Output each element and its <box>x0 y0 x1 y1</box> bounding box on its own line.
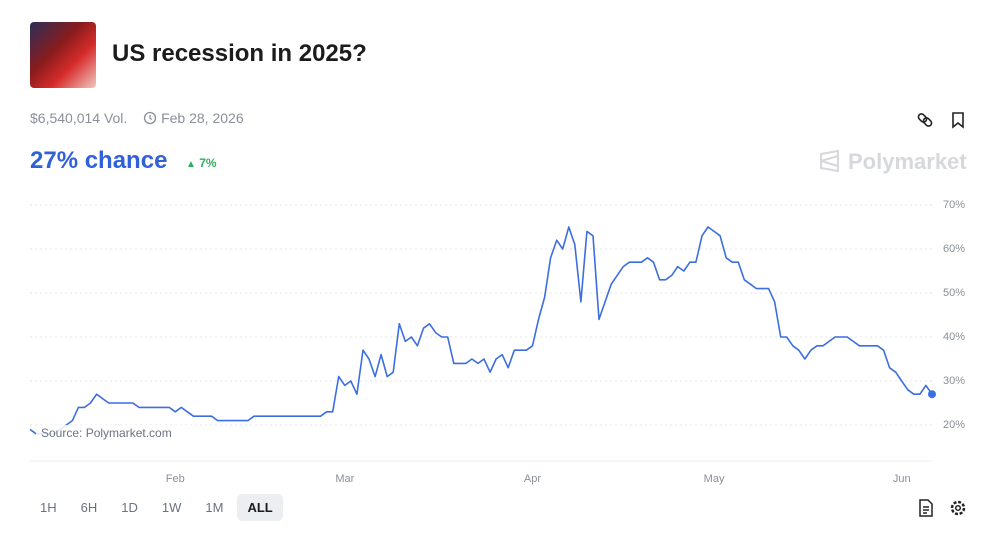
brand-logo <box>820 149 839 173</box>
range-buttons: 1H 6H 1D 1W 1M ALL <box>30 494 283 521</box>
y-tick-label: 20% <box>943 419 965 431</box>
settings-button[interactable] <box>950 500 966 516</box>
bookmark-button[interactable] <box>952 112 964 129</box>
change: ▲ 7% <box>186 156 217 170</box>
y-tick-label: 40% <box>943 331 965 343</box>
range-button[interactable]: 6H <box>80 500 98 515</box>
clock-icon <box>144 111 157 125</box>
chance: 27% chance <box>30 147 168 174</box>
range-button[interactable]: 1M <box>205 500 224 515</box>
annotation-bg <box>36 425 196 443</box>
change-value: 7% <box>199 156 217 170</box>
market-meta: $6,540,014 Vol. Feb 28, 2026 <box>30 110 244 126</box>
chart-tools <box>919 499 966 517</box>
market-image <box>30 22 96 88</box>
end-point <box>928 390 936 399</box>
actions <box>917 112 964 129</box>
brand-name: Polymarket <box>848 149 967 174</box>
x-tick-label: Feb <box>166 473 185 485</box>
end-date: Feb 28, 2026 <box>161 110 244 126</box>
link-button[interactable] <box>917 113 933 128</box>
x-tick-label: May <box>704 473 725 485</box>
source-annotation: Source: Polymarket.com <box>41 426 172 440</box>
y-tick-label: 30% <box>943 375 965 387</box>
y-tick-label: 70% <box>943 199 965 211</box>
range-button[interactable]: 1W <box>161 500 182 515</box>
volume: $6,540,014 Vol. <box>30 110 128 126</box>
range-button[interactable]: 1H <box>40 500 57 515</box>
x-tick-label: Apr <box>524 473 541 485</box>
y-tick-label: 50% <box>943 287 965 299</box>
brand: Polymarket <box>818 149 967 175</box>
chart: 20% 30% 40% 50% 60% 70% Feb Mar Apr May Jun Source:… <box>29 199 965 485</box>
range-button[interactable]: ALL <box>237 494 283 521</box>
x-tick-label: Mar <box>335 473 354 485</box>
embed-button[interactable] <box>919 499 933 517</box>
y-tick-label: 60% <box>943 243 965 255</box>
range-button[interactable]: 1D <box>121 500 138 515</box>
x-tick-label: Jun <box>893 473 911 485</box>
market-title: US recession in 2025? <box>112 40 367 67</box>
series-line <box>29 226 933 435</box>
